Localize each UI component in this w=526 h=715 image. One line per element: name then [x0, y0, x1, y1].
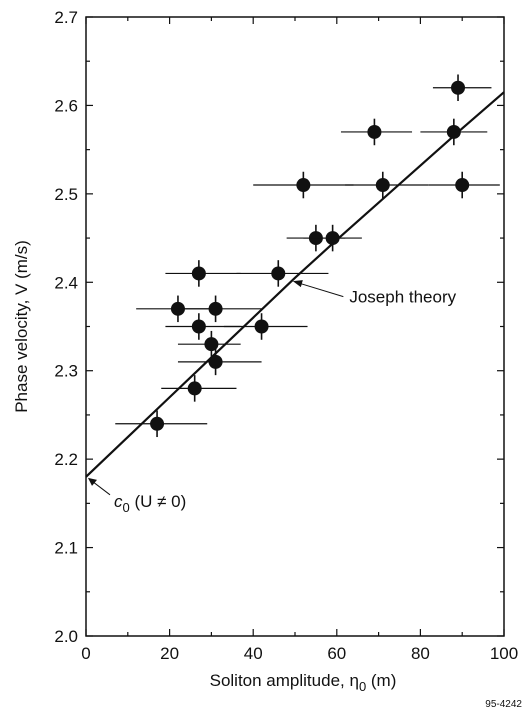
theory-curve-layer	[85, 91, 505, 478]
data-marker	[446, 124, 461, 139]
data-point	[161, 375, 237, 402]
data-points-layer	[115, 74, 500, 438]
y-tick-label: 2.2	[54, 450, 78, 469]
data-point	[165, 260, 241, 287]
x-axis-ticks: 0 20 40 60 80 100	[81, 17, 518, 663]
data-point	[420, 118, 488, 146]
data-point	[223, 313, 308, 340]
y-axis-ticks: 2.0 2.1 2.2 2.3 2.4 2.5 2.6 2.7	[54, 8, 504, 646]
data-marker	[451, 80, 466, 95]
data-point	[177, 330, 241, 358]
data-point	[115, 410, 208, 438]
joseph-annotation-arrowhead	[292, 280, 303, 288]
data-point	[303, 224, 362, 252]
c0-annotation-label: c0 (U ≠ 0)	[114, 492, 186, 515]
data-marker	[208, 354, 223, 369]
figure-number: 95-4242	[485, 699, 522, 710]
data-point	[236, 260, 329, 287]
y-tick-label: 2.6	[54, 96, 78, 115]
x-tick-label: 0	[81, 644, 90, 663]
data-point	[177, 348, 262, 376]
annotation-layer: c0 (U ≠ 0) Joseph theory	[88, 280, 457, 515]
data-point	[345, 171, 429, 199]
data-marker	[254, 319, 269, 334]
x-axis-title: Soliton amplitude, η0 (m)	[210, 671, 397, 694]
data-marker	[187, 381, 202, 396]
y-tick-label: 2.3	[54, 362, 78, 381]
c0-subscript: 0	[123, 500, 130, 515]
data-marker	[150, 416, 165, 431]
data-point	[428, 171, 500, 199]
data-point	[253, 171, 354, 199]
data-marker	[191, 266, 206, 281]
data-marker	[375, 178, 390, 193]
y-tick-label: 2.0	[54, 627, 78, 646]
joseph-theory-label: Joseph theory	[349, 288, 456, 307]
x-tick-label: 60	[327, 644, 346, 663]
y-tick-label: 2.1	[54, 539, 78, 558]
y-tick-label: 2.7	[54, 8, 78, 27]
data-marker	[367, 124, 382, 139]
y-axis-title: Phase velocity, V (m/s)	[12, 240, 31, 413]
x-tick-label: 80	[411, 644, 430, 663]
data-marker	[208, 301, 223, 316]
data-marker	[204, 337, 219, 352]
data-marker	[296, 178, 311, 193]
c0-symbol: c	[114, 492, 123, 511]
x-tick-label: 100	[490, 644, 518, 663]
data-point	[177, 295, 262, 323]
joseph-theory-curve	[85, 91, 505, 478]
data-marker	[325, 231, 340, 246]
data-point	[432, 74, 492, 102]
data-marker	[191, 319, 206, 334]
y-tick-label: 2.4	[54, 273, 78, 292]
x-tick-label: 20	[160, 644, 179, 663]
c0-suffix: (U ≠ 0)	[130, 492, 187, 511]
x-tick-label: 40	[244, 644, 263, 663]
data-marker	[271, 266, 286, 281]
data-marker	[455, 178, 470, 193]
joseph-annotation-arrow-line	[298, 282, 344, 298]
data-point	[340, 118, 413, 146]
c0-annotation-arrowhead	[88, 477, 97, 486]
y-tick-label: 2.5	[54, 185, 78, 204]
